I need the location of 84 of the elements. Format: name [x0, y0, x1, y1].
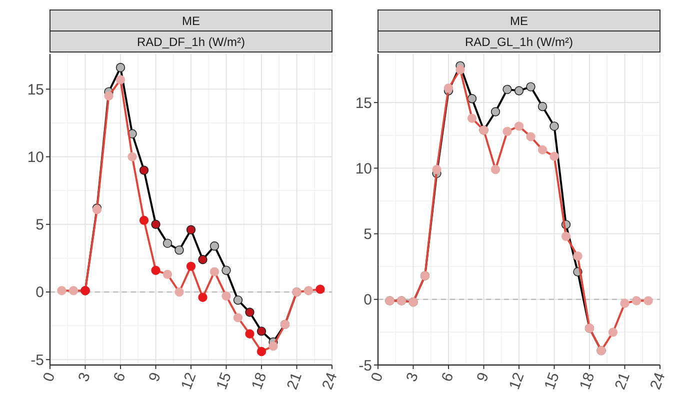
point — [198, 254, 208, 264]
point — [550, 122, 559, 131]
point — [432, 164, 442, 174]
point — [502, 84, 512, 94]
point — [526, 82, 536, 92]
point — [104, 91, 114, 101]
y-tick-label: 15 — [355, 94, 372, 112]
point — [538, 145, 548, 154]
x-tick-label: 9 — [474, 370, 492, 384]
point — [68, 286, 78, 296]
point — [467, 94, 477, 104]
point — [174, 245, 184, 255]
chart-title: ME — [510, 14, 528, 28]
point — [490, 164, 500, 174]
point — [139, 166, 149, 175]
point — [256, 326, 266, 336]
x-tick-label: 9 — [146, 370, 164, 384]
point — [256, 346, 266, 356]
chart-subtitle: RAD_GL_1h (W/m²) — [464, 35, 574, 49]
point — [210, 267, 220, 276]
chart-subtitle: RAD_DF_1h (W/m²) — [136, 35, 246, 49]
point — [245, 329, 254, 338]
point — [233, 295, 243, 305]
point — [632, 296, 642, 306]
point — [490, 107, 500, 116]
y-tick-label: 15 — [27, 81, 44, 98]
x-tick-label: 24 — [647, 370, 669, 392]
point — [151, 266, 160, 275]
chart-title: ME — [182, 14, 200, 28]
x-tick-label: 15 — [541, 370, 563, 392]
x-tick-label: 6 — [438, 370, 458, 384]
point — [186, 225, 196, 234]
point — [467, 114, 477, 123]
point — [316, 284, 325, 294]
y-tick-label: 10 — [27, 149, 44, 166]
point — [268, 341, 278, 351]
x-tick-label: 21 — [612, 370, 634, 392]
point — [151, 220, 160, 229]
point — [561, 232, 571, 241]
point — [550, 152, 559, 161]
point — [608, 328, 618, 337]
point — [186, 262, 196, 271]
y-tick-label: -5 — [30, 352, 44, 369]
point — [162, 238, 172, 248]
point — [444, 84, 454, 93]
point — [456, 65, 465, 74]
x-tick-label: 18 — [576, 370, 598, 392]
point — [198, 292, 208, 302]
point — [644, 296, 653, 306]
point — [162, 270, 172, 280]
point — [222, 291, 231, 301]
point — [139, 216, 149, 225]
point — [116, 62, 126, 72]
x-tick-label: 18 — [248, 370, 270, 392]
point — [245, 308, 254, 317]
x-tick-label: 3 — [75, 370, 94, 384]
y-tick-label: 10 — [355, 160, 372, 178]
point — [116, 75, 126, 84]
x-tick-label: 6 — [110, 370, 130, 384]
point — [222, 266, 231, 275]
point — [304, 286, 314, 296]
point — [210, 241, 220, 251]
point — [128, 152, 137, 162]
point — [573, 251, 582, 261]
point — [233, 313, 243, 322]
y-tick-label: -5 — [358, 357, 372, 374]
y-tick-label: 5 — [36, 216, 44, 234]
y-tick-label: 0 — [36, 284, 44, 302]
point — [514, 122, 524, 131]
y-tick-label: 5 — [364, 226, 372, 244]
point — [526, 132, 536, 142]
x-tick-label: 21 — [284, 370, 306, 392]
point — [538, 102, 548, 112]
point — [620, 298, 630, 308]
x-tick-label: 12 — [178, 370, 200, 392]
x-tick-label: 12 — [506, 370, 528, 392]
x-tick-label: 3 — [403, 370, 422, 384]
point — [57, 286, 66, 296]
point — [502, 126, 512, 136]
y-tick-label: 0 — [364, 292, 372, 309]
x-tick-label: 24 — [319, 370, 341, 392]
point — [514, 86, 524, 96]
x-tick-label: 15 — [213, 370, 235, 392]
point — [174, 287, 184, 297]
